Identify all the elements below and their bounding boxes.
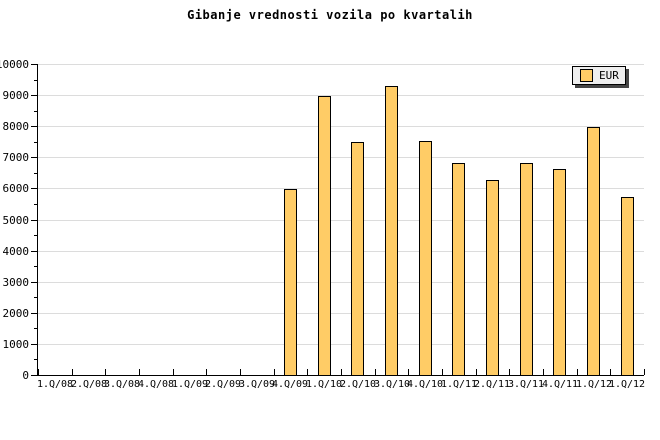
gridline [38, 344, 644, 345]
bar-1-q-12 [621, 197, 634, 375]
x-axis-tick-label: 4.Q/10 [406, 379, 444, 390]
y-axis-tick-label: 7000 [2, 151, 30, 164]
bar-3-q-10 [385, 86, 398, 375]
gridline [38, 157, 644, 158]
gridline [38, 313, 644, 314]
x-axis-tick [442, 369, 443, 375]
y-axis-tick [31, 188, 37, 189]
x-axis-tick [206, 369, 207, 375]
x-axis-tick-label: 4.Q/09 [271, 379, 309, 390]
y-axis-minor-tick [34, 204, 37, 205]
bar-2-q-10 [351, 142, 364, 375]
y-axis-tick [31, 375, 37, 376]
y-axis-tick [31, 95, 37, 96]
bar-4-q-10 [419, 141, 432, 375]
x-axis-tick [240, 369, 241, 375]
x-axis-tick [543, 369, 544, 375]
y-axis-tick [31, 344, 37, 345]
y-axis-tick [31, 220, 37, 221]
y-axis-minor-tick [34, 235, 37, 236]
gridline [38, 64, 644, 65]
y-axis-tick [31, 313, 37, 314]
y-axis-tick [31, 157, 37, 158]
y-axis-tick [31, 282, 37, 283]
y-axis-tick-label: 9000 [2, 89, 30, 102]
x-axis-tick-label: 2.Q/10 [339, 379, 377, 390]
y-axis-minor-tick [34, 328, 37, 329]
x-axis-tick [408, 369, 409, 375]
legend-label: EUR [599, 69, 619, 82]
x-axis-tick-label: 1.Q/09 [171, 379, 209, 390]
gridline [38, 251, 644, 252]
x-axis-tick-label: 1.Q/11 [440, 379, 478, 390]
y-axis-tick-label: 5000 [2, 214, 30, 227]
x-axis-tick [139, 369, 140, 375]
legend-swatch-eur [580, 69, 593, 82]
gridline [38, 126, 644, 127]
bar-1-q-10 [318, 96, 331, 375]
x-axis-tick-label: 2.Q/11 [473, 379, 511, 390]
x-axis-tick [173, 369, 174, 375]
x-axis-tick-label: 4.Q/08 [137, 379, 175, 390]
bar-1-q-12 [587, 127, 600, 375]
gridline [38, 220, 644, 221]
y-axis-tick [31, 64, 37, 65]
x-axis-tick-label: 2.Q/08 [70, 379, 108, 390]
bar-2-q-11 [486, 180, 499, 375]
x-axis-tick [307, 369, 308, 375]
y-axis-tick-label: 8000 [2, 120, 30, 133]
bar-4-q-11 [553, 169, 566, 375]
x-axis-tick [341, 369, 342, 375]
y-axis-tick [31, 251, 37, 252]
gridline [38, 95, 644, 96]
y-axis-minor-tick [34, 297, 37, 298]
x-axis-tick [105, 369, 106, 375]
y-axis-minor-tick [34, 142, 37, 143]
x-axis-tick [274, 369, 275, 375]
x-axis-tick [644, 369, 645, 375]
bar-4-q-09 [284, 189, 297, 375]
bar-3-q-11 [520, 163, 533, 375]
y-axis-tick-label: 2000 [2, 307, 30, 320]
x-axis-tick [72, 369, 73, 375]
x-axis-tick-label: 1.Q/08 [36, 379, 74, 390]
x-axis-tick-label: 2.Q/09 [204, 379, 242, 390]
x-axis-tick [509, 369, 510, 375]
y-axis-minor-tick [34, 266, 37, 267]
plot-area: 0 1000 2000 3000 4000 5000 6000 7000 8000 9000 100… [0, 59, 645, 390]
x-axis-tick-label: 3.Q/10 [373, 379, 411, 390]
y-axis-tick-label: 4000 [2, 245, 30, 258]
y-axis-tick-label: 1000 [2, 338, 30, 351]
x-axis-tick-label: 1.Q/12 [575, 379, 613, 390]
x-axis-tick [476, 369, 477, 375]
chart-title: Gibanje vrednosti vozila po kvartalih [187, 8, 473, 22]
x-axis-tick [577, 369, 578, 375]
x-axis-tick-label: 3.Q/11 [507, 379, 545, 390]
y-axis-tick [31, 126, 37, 127]
bar-1-q-11 [452, 163, 465, 375]
x-axis-tick-label: 3.Q/09 [238, 379, 276, 390]
x-axis-tick [610, 369, 611, 375]
y-axis-minor-tick [34, 359, 37, 360]
gridline [38, 282, 644, 283]
x-axis-tick-label: 3.Q/08 [103, 379, 141, 390]
x-axis-tick-label: 1.Q/10 [305, 379, 343, 390]
y-axis-minor-tick [34, 111, 37, 112]
y-axis-tick-label: 0 [22, 369, 29, 382]
legend: EUR [572, 66, 626, 85]
x-axis-tick [375, 369, 376, 375]
x-axis-tick-label: 1.Q/12 [608, 379, 646, 390]
y-axis-tick-label: 6000 [2, 182, 30, 195]
x-axis-tick [38, 369, 39, 375]
x-axis-tick-label: 4.Q/11 [541, 379, 579, 390]
y-axis-tick-label: 3000 [2, 276, 30, 289]
y-axis-tick-label: 10000 [0, 58, 29, 71]
y-axis-minor-tick [34, 80, 37, 81]
gridline [38, 188, 644, 189]
y-axis-minor-tick [34, 173, 37, 174]
